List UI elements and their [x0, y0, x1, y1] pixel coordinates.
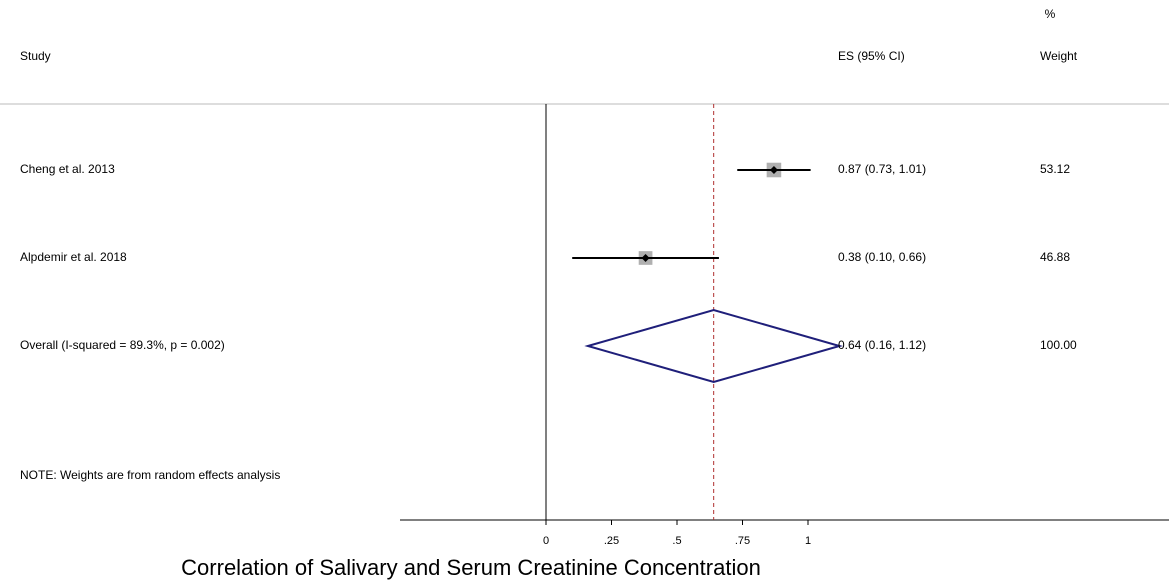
x-tick-label: .5 — [672, 535, 681, 547]
point-estimate — [641, 254, 650, 262]
x-tick-label: .25 — [604, 535, 619, 547]
study-header: Study — [20, 49, 51, 63]
note: NOTE: Weights are from random effects an… — [20, 468, 280, 482]
es-label: 0.87 (0.73, 1.01) — [838, 162, 926, 176]
point-estimate — [769, 166, 778, 174]
x-axis-title: Correlation of Salivary and Serum Creati… — [181, 555, 761, 580]
study-name: Alpdemir et al. 2018 — [20, 250, 127, 264]
x-tick-label: .75 — [735, 535, 750, 547]
x-tick-label: 1 — [805, 535, 811, 547]
study-name: Cheng et al. 2013 — [20, 162, 115, 176]
weight-label: 100.00 — [1040, 338, 1077, 352]
weight-header: Weight — [1040, 49, 1078, 63]
weight-label: 46.88 — [1040, 250, 1070, 264]
es-label: 0.64 (0.16, 1.12) — [838, 338, 926, 352]
overall-diamond — [584, 308, 844, 384]
weight-header-top: % — [1045, 7, 1056, 21]
overall-name: Overall (I-squared = 89.3%, p = 0.002) — [20, 338, 225, 352]
es-label: 0.38 (0.10, 0.66) — [838, 250, 926, 264]
x-tick-label: 0 — [543, 535, 549, 547]
es-header: ES (95% CI) — [838, 49, 905, 63]
weight-label: 53.12 — [1040, 162, 1070, 176]
